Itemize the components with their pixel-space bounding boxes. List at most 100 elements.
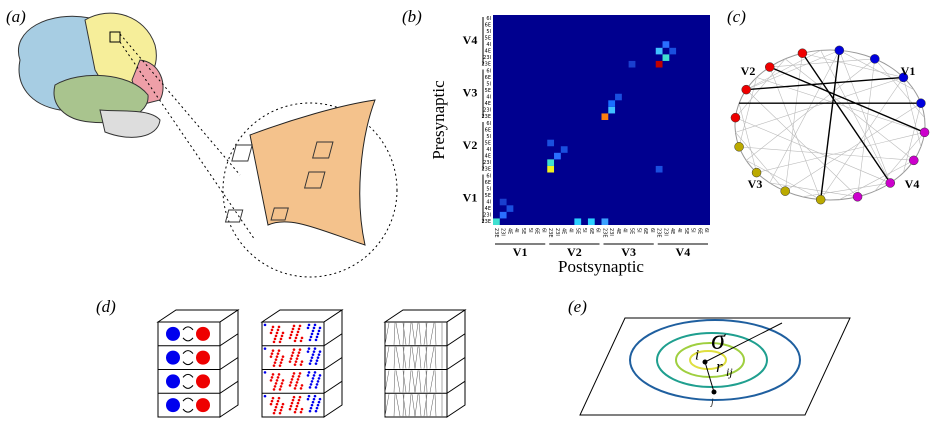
point-j [712,390,717,395]
graph-node [886,178,895,187]
neuron-dot [313,398,316,401]
neuron-dot [317,333,320,336]
neuron-dot [273,388,276,391]
neuron-dot [313,327,316,330]
layer-label: 6E [485,180,491,186]
neuron-dot [300,340,303,343]
neuron [196,327,210,341]
layer-label: 6E [642,228,648,234]
neuron-dot [275,406,278,409]
neuron-dot [277,329,280,332]
graph-node [765,63,774,72]
neuron-dot [272,373,275,376]
neuron-dot [273,412,276,415]
neuron-dot [314,395,317,398]
neuron-dot [281,335,284,338]
neuron-dot [301,384,304,387]
neuron-dot [273,364,276,367]
neuron-dot [300,411,303,414]
layer-label: 4I [486,147,491,153]
layer-label: 5I [486,134,491,140]
neuron-dot [278,349,281,352]
layer-label: 5I [486,29,491,35]
neuron-dot [290,405,293,408]
neuron-dot [299,325,302,328]
neuron [196,398,210,412]
area-label: V4 [676,245,691,259]
neuron-dot [307,398,310,401]
neuron-dot [280,361,283,364]
neuron-dot [312,377,315,380]
area-label: V2 [463,138,478,152]
graph-node [742,85,751,94]
panel-label: (e) [568,297,587,316]
layer-label: 4E [615,228,621,234]
neuron-dot [281,382,284,385]
neuron-dot [276,403,279,406]
neuron-dot [310,336,313,339]
neuron-dot [279,412,282,415]
neuron-dot [317,404,320,407]
neuron-dot [289,337,292,340]
area-label: V2 [567,245,582,259]
layer-label: 5E [485,88,491,94]
layer-label: 4I [513,228,519,233]
layer-label: 5E [485,35,491,41]
layer-label: 23I [483,55,491,61]
neuron-dot [301,360,304,363]
graph-node [752,168,761,177]
layer-label: 4I [486,95,491,101]
neuron-dot [295,337,298,340]
layer-label: 23I [608,228,614,236]
neuron-dot [318,377,321,380]
matrix-cell [602,218,609,225]
neuron-dot [312,401,315,404]
area-label: V1 [901,64,916,78]
layer-label: 5E [683,228,689,234]
neuron-dot [274,409,277,412]
area-label: V2 [741,64,756,78]
matrix-cell [493,218,500,225]
layer-label: 4E [485,49,491,55]
matrix-cell [588,218,595,225]
neuron-dot [281,358,284,361]
neuron [166,374,180,388]
matrix-cell [615,94,622,101]
neuron-dot [300,387,303,390]
neuron-dot [297,331,300,334]
neuron-dot [318,353,321,356]
x-axis-label: Postsynaptic [558,257,644,276]
layer-label: 5I [635,228,641,233]
neuron [196,351,210,365]
layer-label: 23I [662,228,668,236]
neuron-dot [318,401,321,404]
matrix-cell [500,212,507,219]
graph-node [853,192,862,201]
neuron-dot [319,350,322,353]
neuron-dot [311,356,314,359]
panel-label: (b) [402,7,422,26]
neuron-dot [295,384,298,387]
neuron-dot [293,348,296,351]
neuron-dot [275,382,278,385]
neuron-dot [314,347,317,350]
neuron-dot [271,376,274,379]
area-label: V3 [748,177,763,191]
neuron-dot [280,385,283,388]
layer-label: 6I [486,68,491,74]
graph-node [916,99,925,108]
neuron-dot [292,328,295,331]
neuron-dot [316,359,319,362]
layer-label: 4E [485,206,491,212]
matrix-cell [602,113,609,120]
neuron-dot [278,373,281,376]
graph-node [816,195,825,204]
layer-label: 5E [485,193,491,199]
neuron-dot [282,403,285,406]
layer-label: 6E [696,228,702,234]
graph-node [781,187,790,196]
neuron-dot [314,371,317,374]
graph-node [731,113,740,122]
neuron [166,327,180,341]
neuron-dot [307,350,310,353]
